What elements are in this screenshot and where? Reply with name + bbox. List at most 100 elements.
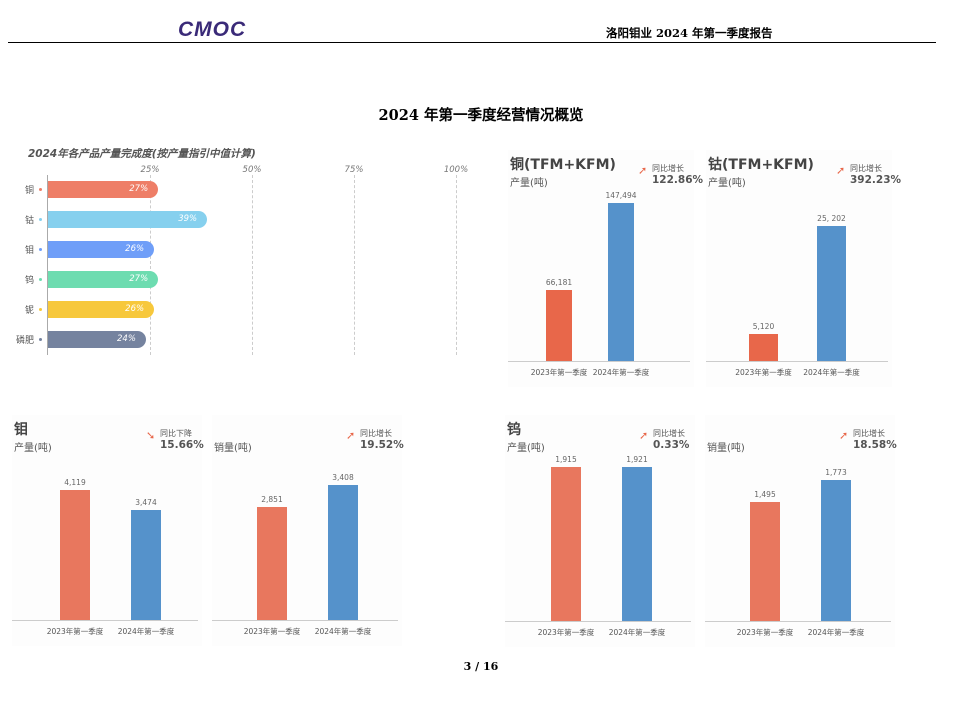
- bar-value-label: 1,773: [825, 468, 847, 477]
- bar-2024: [328, 485, 358, 620]
- yoy-value: 392.23%: [850, 174, 902, 186]
- category-label: 2024年第一季度: [117, 627, 175, 636]
- chart-panel: [212, 415, 402, 646]
- trend-down-arrow-icon: ➘: [146, 429, 156, 442]
- x-axis-baseline: [212, 620, 398, 621]
- page-title: 2024 年第一季度经营情况概览: [378, 107, 584, 124]
- x-tick-label: 25%: [140, 165, 160, 175]
- yoy-label: 同比增长: [652, 164, 684, 173]
- bar-2024: [608, 203, 634, 361]
- bar-value-label: 27%: [129, 274, 149, 284]
- yoy-label: 同比增长: [853, 429, 885, 438]
- yoy-value: 19.52%: [360, 439, 404, 451]
- yoy-value: 122.86%: [652, 174, 704, 186]
- bar-value-label: 1,921: [626, 455, 648, 464]
- bar-2024: [817, 226, 846, 361]
- chart-subtitle: 产量(吨): [510, 178, 548, 189]
- chart-title: 钨: [507, 422, 521, 438]
- category-label: 磷肥: [15, 336, 34, 346]
- yoy-label: 同比增长: [360, 429, 392, 438]
- yoy-value: 0.33%: [653, 439, 690, 451]
- category-label: 2023年第一季度: [243, 627, 301, 636]
- chart-title: 铜(TFM+KFM): [510, 157, 616, 173]
- gridline: [252, 175, 253, 355]
- category-label: 2024年第一季度: [807, 628, 865, 637]
- chart-panel: [705, 415, 895, 647]
- x-axis-baseline: [508, 361, 690, 362]
- chart-subtitle: 销量(吨): [707, 443, 745, 454]
- bar: [48, 301, 155, 318]
- bar-2023: [257, 507, 287, 620]
- chart-panel: [12, 415, 202, 646]
- category-label: 钼: [24, 246, 34, 256]
- category-label: 2024年第一季度: [803, 368, 860, 377]
- x-axis-baseline: [705, 621, 891, 622]
- legend-dot: [39, 188, 42, 191]
- category-label: 2023年第一季度: [537, 628, 595, 637]
- chart-title: 钴(TFM+KFM): [708, 157, 814, 173]
- trend-up-arrow-icon: ➚: [836, 164, 846, 177]
- chart-subtitle: 销量(吨): [214, 443, 252, 454]
- category-label: 铜: [24, 186, 34, 196]
- bar: [48, 211, 208, 228]
- hbar-chart-title: 2024年各产品产量完成度(按产量指引中值计算): [28, 148, 256, 160]
- bar-value-label: 3,474: [135, 498, 157, 508]
- page-number: 3 / 16: [463, 660, 499, 673]
- legend-dot: [39, 248, 42, 251]
- bar-value-label: 27%: [129, 184, 149, 194]
- gridline: [150, 175, 151, 355]
- header-divider: [8, 42, 936, 43]
- legend-dot: [39, 338, 42, 341]
- cmoc-logo: CMOC: [178, 18, 247, 41]
- x-axis-baseline: [12, 620, 198, 621]
- chart-panel: [505, 415, 695, 647]
- bar-value-label: 5,120: [752, 321, 775, 331]
- bar-value-label: 3,408: [332, 473, 354, 482]
- legend-dot: [39, 308, 42, 311]
- bar-2023: [551, 467, 581, 621]
- trend-up-arrow-icon: ➚: [638, 164, 648, 177]
- bar: [48, 181, 159, 198]
- x-tick-label: 100%: [443, 165, 469, 175]
- x-tick-label: 50%: [242, 165, 262, 175]
- chart-subtitle: 产量(吨): [14, 443, 52, 454]
- chart-subtitle: 产量(吨): [507, 443, 545, 454]
- bar-value-label: 66,181: [545, 278, 573, 288]
- category-label: 2023年第一季度: [46, 627, 104, 636]
- trend-up-arrow-icon: ➚: [839, 429, 849, 442]
- x-tick-label: 75%: [344, 165, 364, 175]
- category-label: 钴: [24, 216, 34, 226]
- bar-2023: [749, 333, 778, 361]
- document-header-title: 洛阳钼业 2024 年第一季度报告: [606, 26, 773, 40]
- trend-up-arrow-icon: ➚: [346, 429, 356, 442]
- x-axis-baseline: [505, 621, 691, 622]
- yoy-label: 同比增长: [653, 429, 685, 438]
- legend-dot: [39, 218, 42, 221]
- bar: [48, 241, 155, 258]
- category-label: 2023年第一季度: [530, 368, 588, 377]
- bar-value-label: 1,495: [754, 490, 776, 500]
- gridline: [456, 175, 457, 355]
- bar-2024: [622, 467, 652, 621]
- category-label: 钨: [24, 276, 34, 286]
- bar-value-label: 147,494: [605, 191, 637, 200]
- bar-2023: [546, 290, 572, 361]
- chart-panel: [508, 150, 694, 387]
- chart-subtitle: 产量(吨): [708, 178, 746, 189]
- bar-2024: [821, 480, 851, 621]
- trend-up-arrow-icon: ➚: [639, 429, 649, 442]
- gridline: [354, 175, 355, 355]
- bar-value-label: 4,119: [64, 478, 86, 487]
- category-label: 2023年第一季度: [735, 368, 792, 377]
- category-label: 2024年第一季度: [592, 368, 650, 377]
- chart-title: 钼: [14, 422, 28, 438]
- yoy-value: 15.66%: [160, 439, 204, 451]
- category-label: 2023年第一季度: [736, 628, 794, 637]
- category-label: 2024年第一季度: [314, 627, 372, 636]
- bar-value-label: 25, 202: [817, 214, 846, 223]
- bar-2023: [750, 502, 780, 621]
- bar-2023: [60, 490, 90, 620]
- yoy-label: 同比增长: [850, 164, 882, 173]
- bar-value-label: 1,915: [555, 455, 577, 465]
